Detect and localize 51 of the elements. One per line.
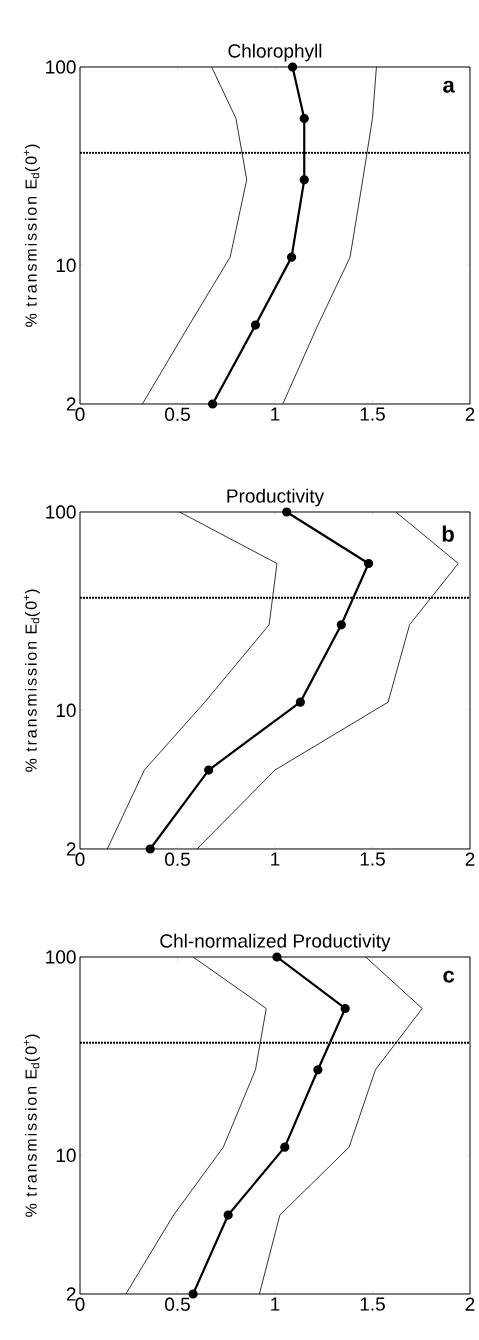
annotation: a <box>443 80 456 93</box>
point <box>251 320 261 330</box>
x-tick-label: 1.5 <box>360 852 386 866</box>
x-tick-label: 0 <box>75 407 85 421</box>
point <box>313 1065 323 1075</box>
x-tick-label: 0.5 <box>165 1297 191 1311</box>
x-tick-label: 1 <box>271 852 280 866</box>
point <box>188 1289 198 1299</box>
x-tick-label: 0.5 <box>165 852 191 866</box>
x-tick-label: 0.5 <box>165 407 191 421</box>
x-tick-label: 2 <box>465 1297 475 1311</box>
y-tick-label: 10 <box>56 258 76 273</box>
point <box>288 62 298 72</box>
point <box>299 113 310 124</box>
x-tick-label: 1.5 <box>360 407 386 421</box>
y-tick-label: 100 <box>46 60 76 74</box>
x-tick-label: 0 <box>75 852 85 866</box>
y-tick-label: 100 <box>46 505 76 519</box>
y-tick-label: 10 <box>56 703 76 718</box>
chart-title: Productivity <box>227 488 325 507</box>
y-axis-title: % transmission E$_{d}$(0$^{+}$) <box>24 1034 41 1217</box>
point <box>287 252 297 262</box>
chart-title: Chl-normalized Productivity <box>160 933 391 952</box>
y-tick-label: 2 <box>67 842 76 856</box>
y-axis-title: % transmission E$_{d}$(0$^{+}$) <box>24 144 41 327</box>
point <box>223 1210 233 1220</box>
point <box>208 399 218 409</box>
point <box>280 1142 290 1152</box>
x-tick-label: 1 <box>271 407 280 421</box>
point <box>204 765 214 775</box>
y-tick-label: 2 <box>67 397 76 411</box>
x-tick-label: 2 <box>465 407 475 421</box>
point <box>282 507 292 517</box>
point <box>299 175 310 185</box>
annotation: b <box>442 525 455 542</box>
y-tick-label: 10 <box>56 1148 76 1163</box>
point <box>364 558 374 569</box>
point <box>272 952 282 962</box>
point <box>340 1003 350 1014</box>
y-axis-title: % transmission E$_{d}$(0$^{+}$) <box>24 589 41 772</box>
x-tick-label: 2 <box>465 852 475 866</box>
annotation: c <box>443 970 455 983</box>
chart-title: Chlorophyll <box>228 43 322 62</box>
x-tick-label: 0 <box>75 1297 85 1311</box>
y-tick-label: 2 <box>67 1287 76 1301</box>
point <box>145 844 155 854</box>
point <box>295 697 306 707</box>
point <box>336 620 347 630</box>
x-tick-label: 1.5 <box>360 1297 386 1311</box>
y-tick-label: 100 <box>46 950 76 964</box>
x-tick-label: 1 <box>271 1297 280 1311</box>
